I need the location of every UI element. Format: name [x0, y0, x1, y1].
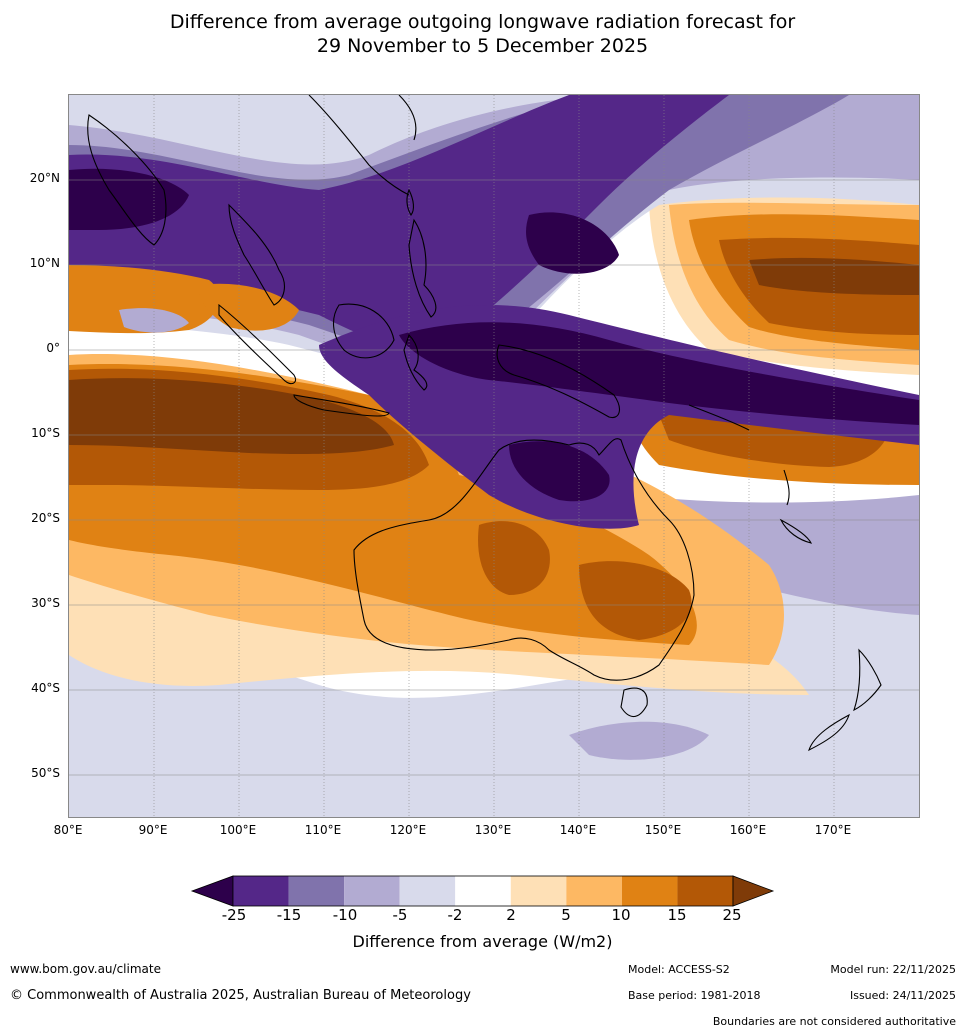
lon-label-170e: 170°E — [814, 823, 852, 837]
colorbar-segment — [455, 876, 511, 906]
colorbar-segment — [510, 876, 567, 906]
lon-label-80e: 80°E — [53, 823, 83, 837]
footer-disclaimer: Boundaries are not considered authoritat… — [712, 1015, 956, 1028]
colorbar-svg — [190, 875, 775, 907]
colorbar-extend-min — [190, 875, 234, 907]
philippines-coastline — [408, 218, 437, 318]
solomon-islands-coastline — [688, 404, 750, 431]
colorbar-extend-max — [732, 875, 775, 907]
region-arabian-orange — [69, 265, 220, 334]
footer-copyright: © Commonwealth of Australia 2025, Austra… — [10, 988, 471, 1003]
region-equatorial-max-negative — [399, 322, 919, 425]
new-caledonia-coastline — [779, 518, 813, 544]
lat-label-40s: 40°S — [31, 681, 60, 695]
lon-label-150e: 150°E — [644, 823, 682, 837]
colorbar-segment — [566, 876, 622, 906]
lat-label-10s: 10°S — [31, 426, 60, 440]
australia-coastline — [353, 438, 695, 681]
colorbar-segment — [399, 876, 456, 906]
colorbar-segment — [344, 876, 400, 906]
lat-label-10n: 10°N — [29, 256, 60, 270]
footer-model: Model: ACCESS-S2 — [628, 963, 730, 976]
footer-website[interactable]: www.bom.gov.au/climate — [10, 962, 161, 976]
colorbar-tick-2: 2 — [506, 906, 516, 924]
lon-label-120e: 120°E — [389, 823, 427, 837]
java-coastline — [293, 394, 390, 417]
title-line-2: 29 November to 5 December 2025 — [316, 35, 649, 57]
lon-label-160e: 160°E — [729, 823, 767, 837]
colorbar-tick-15: 15 — [667, 906, 687, 924]
title-line-1: Difference from average outgoing longwav… — [169, 11, 796, 33]
lat-label-20n: 20°N — [29, 171, 60, 185]
india-coastline — [87, 114, 167, 246]
china-coastline — [308, 95, 410, 196]
coastlines — [87, 95, 882, 752]
colorbar-tick-minus2: -2 — [447, 906, 463, 924]
sulawesi-coastline — [403, 333, 428, 391]
footer-issued: Issued: 24/11/2025 — [849, 989, 956, 1002]
region-australia-center-dark-positive — [478, 521, 550, 595]
new-zealand-north-coastline — [853, 648, 882, 712]
lon-label-110e: 110°E — [304, 823, 342, 837]
lat-label-0: 0° — [46, 341, 60, 355]
footer-model-run: Model run: 22/11/2025 — [830, 963, 956, 976]
lat-label-20s: 20°S — [31, 511, 60, 525]
colorbar-tick-minus15: -15 — [276, 906, 302, 924]
region-bay-of-bengal-max-negative — [69, 168, 189, 230]
region-south-china-sea-max-negative — [526, 212, 619, 274]
region-southeast-negative — [569, 721, 709, 760]
map-title: Difference from average outgoing longwav… — [0, 10, 965, 58]
colorbar-label: Difference from average (W/m2) — [352, 932, 613, 951]
borneo-coastline — [333, 303, 395, 359]
region-pacific-max-positive — [749, 257, 919, 295]
lat-label-30s: 30°S — [31, 596, 60, 610]
new-guinea-coastline — [496, 344, 620, 419]
new-zealand-south-coastline — [808, 713, 850, 752]
footer-base-period: Base period: 1981-2018 — [628, 989, 761, 1002]
map-panel — [68, 94, 920, 818]
region-australia-east-dark-positive — [579, 561, 692, 640]
tasmania-coastline — [620, 687, 648, 718]
olr-anomaly-map — [69, 95, 919, 817]
colorbar-tick-minus5: -5 — [392, 906, 408, 924]
lon-label-130e: 130°E — [474, 823, 512, 837]
indochina-coastline — [228, 203, 285, 306]
colorbar-segment — [233, 876, 289, 906]
japan-coastline — [398, 95, 417, 141]
region-north-very-strong-negative — [69, 95, 729, 346]
colorbar-tick-5: 5 — [561, 906, 571, 924]
region-andaman-orange — [198, 283, 299, 331]
lat-label-50s: 50°S — [31, 766, 60, 780]
lon-label-100e: 100°E — [219, 823, 257, 837]
vanuatu-coastline — [783, 469, 790, 506]
colorbar-segment — [288, 876, 345, 906]
taiwan-coastline — [406, 188, 414, 216]
colorbar-tick-minus10: -10 — [332, 906, 358, 924]
colorbar-segment — [677, 876, 733, 906]
lon-label-90e: 90°E — [138, 823, 168, 837]
lon-label-140e: 140°E — [559, 823, 597, 837]
sumatra-coastline — [218, 303, 297, 385]
region-arafura-max-negative — [509, 441, 610, 502]
colorbar — [190, 872, 775, 912]
colorbar-tick-10: 10 — [611, 906, 631, 924]
colorbar-tick-minus25: -25 — [221, 906, 247, 924]
colorbar-segment — [621, 876, 678, 906]
colorbar-tick-25: 25 — [722, 906, 742, 924]
